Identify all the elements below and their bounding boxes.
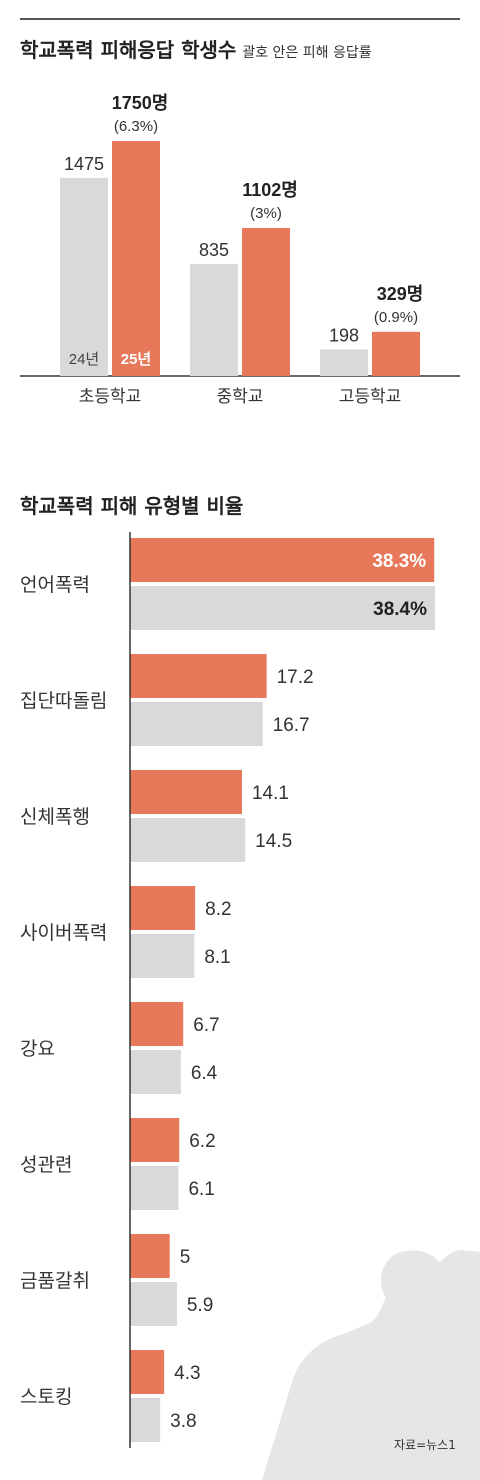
- silhouette-head: [381, 1250, 446, 1309]
- type-bar-orange-1: [130, 538, 435, 582]
- type-category-3: 신체폭행: [20, 806, 90, 828]
- type-bar-gray-3: [130, 818, 246, 862]
- type-bar-orange-6: [130, 1118, 180, 1162]
- type-category-5: 강요: [20, 1038, 55, 1060]
- type-bar-orange-8: [130, 1350, 165, 1394]
- chart2-title: 학교폭력 피해 유형별 비율: [20, 494, 244, 518]
- type-bar-gray-8: [130, 1398, 161, 1442]
- series-label-24: 24년: [69, 351, 100, 368]
- type-value-gray-7: 5.9: [187, 1295, 213, 1316]
- rate-label-1: (6.3%): [114, 118, 158, 135]
- type-bar-gray-7: [130, 1282, 177, 1326]
- value-label-24-3: 198: [329, 325, 359, 345]
- bar-25-3: [372, 331, 420, 376]
- silhouette-knee: [296, 1381, 369, 1480]
- bar-24-2: [190, 263, 238, 376]
- type-value-gray-5: 6.4: [191, 1063, 218, 1084]
- bar-25-2: [242, 228, 290, 376]
- chart1-title: 학교폭력 피해응답 학생수: [20, 38, 237, 62]
- type-bar-gray-5: [130, 1050, 181, 1094]
- type-value-orange-1: 38.3%: [372, 551, 426, 572]
- value-label-24-2: 835: [199, 240, 229, 260]
- type-category-2: 집단따돌림: [20, 690, 107, 712]
- type-category-7: 금품갈취: [20, 1270, 90, 1292]
- sitting-person-silhouette: [262, 1250, 480, 1480]
- type-value-orange-2: 17.2: [277, 667, 314, 688]
- category-label-1: 초등학교: [79, 387, 142, 406]
- value-label-25-2: 1102명: [242, 180, 298, 200]
- type-value-orange-3: 14.1: [252, 783, 289, 804]
- value-label-24-1: 1475: [64, 154, 104, 174]
- top-rule: [20, 18, 460, 20]
- bar-24-3: [320, 349, 368, 376]
- type-value-gray-4: 8.1: [204, 947, 230, 968]
- type-value-gray-1: 38.4%: [373, 599, 427, 620]
- type-value-orange-8: 4.3: [174, 1363, 200, 1384]
- type-value-gray-2: 16.7: [273, 715, 310, 736]
- series-label-25: 25년: [121, 351, 152, 368]
- type-bar-gray-2: [130, 702, 263, 746]
- type-category-4: 사이버폭력: [20, 922, 107, 944]
- type-value-orange-6: 6.2: [189, 1131, 215, 1152]
- type-category-1: 언어폭력: [20, 574, 90, 596]
- chart1-subtitle: 괄호 안은 피해 응답률: [242, 45, 372, 61]
- type-value-orange-5: 6.7: [193, 1015, 219, 1036]
- type-bar-orange-2: [130, 654, 267, 698]
- category-label-2: 중학교: [217, 387, 264, 406]
- type-value-gray-3: 14.5: [255, 831, 292, 852]
- type-bar-orange-7: [130, 1234, 170, 1278]
- category-label-3: 고등학교: [339, 387, 402, 406]
- type-value-orange-7: 5: [180, 1247, 191, 1268]
- type-bar-gray-4: [130, 934, 195, 978]
- chart1-heading: 학교폭력 피해응답 학생수 괄호 안은 피해 응답률: [20, 34, 372, 63]
- type-category-6: 성관련: [20, 1154, 72, 1176]
- bar-24-1: [60, 177, 108, 376]
- value-label-25-3: 329명: [377, 284, 424, 304]
- source-note: 자료=뉴스1: [394, 1438, 456, 1452]
- type-bar-orange-5: [130, 1002, 184, 1046]
- value-label-25-1: 1750명: [112, 93, 169, 113]
- type-value-gray-6: 6.1: [188, 1179, 214, 1200]
- type-value-gray-8: 3.8: [170, 1411, 196, 1432]
- rate-label-2: (3%): [250, 205, 282, 222]
- bar-25-1: [112, 141, 160, 376]
- type-bar-orange-4: [130, 886, 196, 930]
- type-category-8: 스토킹: [20, 1386, 72, 1408]
- type-bar-gray-1: [130, 586, 435, 630]
- type-bar-gray-6: [130, 1166, 179, 1210]
- type-bar-orange-3: [130, 770, 242, 814]
- type-value-orange-4: 8.2: [205, 899, 231, 920]
- rate-label-3: (0.9%): [374, 309, 418, 326]
